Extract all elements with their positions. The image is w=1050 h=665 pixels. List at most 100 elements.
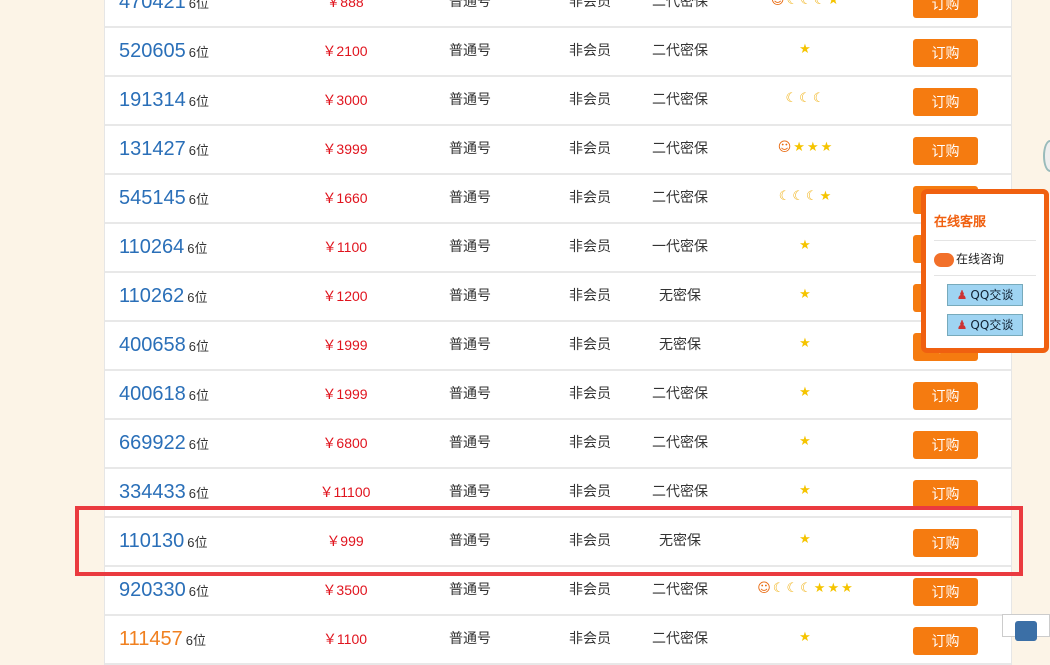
buy-button[interactable]: 订购	[913, 480, 978, 508]
member-status: 非会员	[569, 582, 611, 598]
qq-level: ☺ ★ ★ ★	[735, 126, 875, 170]
star-icon: ★	[799, 483, 811, 498]
digit-count: 6位	[188, 388, 209, 403]
qq-level: ★	[735, 420, 875, 464]
sun-icon: ☺	[757, 581, 771, 596]
star-icon: ★	[819, 189, 832, 204]
number-text[interactable]: 400658	[119, 334, 186, 356]
number-text[interactable]: 520605	[119, 40, 186, 62]
qq-number[interactable]: 110264 6位	[119, 224, 208, 272]
number-text[interactable]: 111457	[119, 628, 183, 650]
qq-number[interactable]: 545145 6位	[119, 175, 209, 223]
number-text[interactable]: 131427	[119, 138, 186, 160]
qq-number[interactable]: 470421 6位	[119, 0, 209, 27]
moon-icon: ☾	[806, 189, 818, 204]
price: ￥1999	[322, 337, 368, 353]
sun-icon: ☺	[777, 140, 792, 155]
number-type: 普通号	[449, 43, 491, 59]
qq-level: ☾ ☾ ☾	[735, 77, 875, 121]
buy-button[interactable]: 订购	[913, 578, 978, 606]
price: ￥888	[326, 0, 364, 10]
online-consult-link[interactable]: 在线咨询	[934, 241, 1036, 276]
qq-chat-button-2[interactable]: ♟ QQ交谈	[947, 314, 1023, 336]
buy-button[interactable]: 订购	[913, 39, 978, 67]
app-icon	[1015, 621, 1037, 641]
star-icon: ★	[799, 336, 811, 351]
price: ￥11100	[319, 484, 371, 500]
star-icon: ★	[799, 238, 811, 253]
number-text[interactable]: 334433	[119, 481, 186, 503]
price: ￥3500	[322, 582, 368, 598]
qq-level: ★	[735, 28, 875, 72]
number-text[interactable]: 669922	[119, 432, 186, 454]
chat-bubble-icon	[934, 252, 954, 267]
cs-title: 在线客服	[934, 211, 1036, 241]
security-level: 一代密保	[652, 239, 708, 255]
qq-number[interactable]: 400618 6位	[119, 371, 209, 419]
qq-number[interactable]: 920330 6位	[119, 567, 209, 615]
corner-widget[interactable]	[1002, 614, 1050, 641]
table-row: 669922 6位 ￥6800 普通号 非会员 二代密保 ★ 订购	[105, 420, 1011, 469]
security-level: 二代密保	[652, 435, 708, 451]
buy-button[interactable]: 订购	[913, 137, 978, 165]
qq-number[interactable]: 191314 6位	[119, 77, 209, 125]
digit-count: 6位	[188, 0, 209, 11]
star-icon: ★	[799, 287, 811, 302]
number-type: 普通号	[449, 141, 491, 157]
qq-number[interactable]: 334433 6位	[119, 469, 209, 517]
number-text[interactable]: 400618	[119, 383, 186, 405]
security-level: 二代密保	[652, 484, 708, 500]
number-text[interactable]: 545145	[119, 187, 186, 209]
member-status: 非会员	[569, 631, 611, 647]
qq-number[interactable]: 110130 6位	[119, 518, 208, 566]
qq-number[interactable]: 110262 6位	[119, 273, 208, 321]
number-type: 普通号	[449, 386, 491, 402]
moon-icon: ☾	[799, 91, 811, 106]
number-text[interactable]: 110264	[119, 236, 185, 258]
side-float-widget[interactable]	[1043, 140, 1050, 172]
number-text[interactable]: 470421	[119, 0, 186, 13]
buy-button[interactable]: 订购	[913, 627, 978, 655]
number-type: 普通号	[449, 337, 491, 353]
qq-number[interactable]: 669922 6位	[119, 420, 209, 468]
number-type: 普通号	[449, 288, 491, 304]
qq-level: ☺ ☾ ☾ ☾ ★ ★ ★	[735, 567, 875, 611]
table-row: 191314 6位 ￥3000 普通号 非会员 二代密保 ☾ ☾ ☾ 订购	[105, 77, 1011, 126]
buy-button[interactable]: 订购	[913, 88, 978, 116]
buy-button[interactable]: 订购	[913, 529, 978, 557]
buy-button[interactable]: 订购	[913, 0, 978, 18]
number-type: 普通号	[449, 239, 491, 255]
member-status: 非会员	[569, 0, 611, 10]
table-row: 131427 6位 ￥3999 普通号 非会员 二代密保 ☺ ★ ★ ★ 订购	[105, 126, 1011, 175]
price: ￥2100	[322, 43, 368, 59]
moon-icon: ☾	[786, 0, 799, 8]
digit-count: 6位	[188, 584, 209, 599]
qq-number[interactable]: 520605 6位	[119, 28, 209, 76]
number-text[interactable]: 110262	[119, 285, 185, 307]
security-level: 二代密保	[652, 631, 708, 647]
number-type: 普通号	[449, 484, 491, 500]
star-icon: ★	[827, 581, 840, 596]
number-text[interactable]: 920330	[119, 579, 186, 601]
price: ￥3000	[322, 92, 368, 108]
member-status: 非会员	[569, 533, 611, 549]
highlight-box	[75, 506, 1023, 576]
buy-button[interactable]: 订购	[913, 431, 978, 459]
member-status: 非会员	[569, 43, 611, 59]
price: ￥1100	[322, 631, 368, 647]
number-type: 普通号	[449, 92, 491, 108]
buy-button[interactable]: 订购	[913, 382, 978, 410]
qq-number[interactable]: 400658 6位	[119, 322, 209, 370]
qq-number[interactable]: 131427 6位	[119, 126, 209, 174]
qq-number[interactable]: 111457 6位	[119, 616, 206, 664]
qq-chat-button-1[interactable]: ♟ QQ交谈	[947, 284, 1023, 306]
number-text[interactable]: 110130	[119, 530, 185, 552]
qq-level: ★	[735, 273, 875, 317]
digit-count: 6位	[188, 45, 209, 60]
number-text[interactable]: 191314	[119, 89, 186, 111]
qq-penguin-icon: ♟	[956, 318, 968, 332]
price: ￥999	[326, 533, 364, 549]
digit-count: 6位	[187, 535, 208, 550]
digit-count: 6位	[185, 633, 207, 648]
